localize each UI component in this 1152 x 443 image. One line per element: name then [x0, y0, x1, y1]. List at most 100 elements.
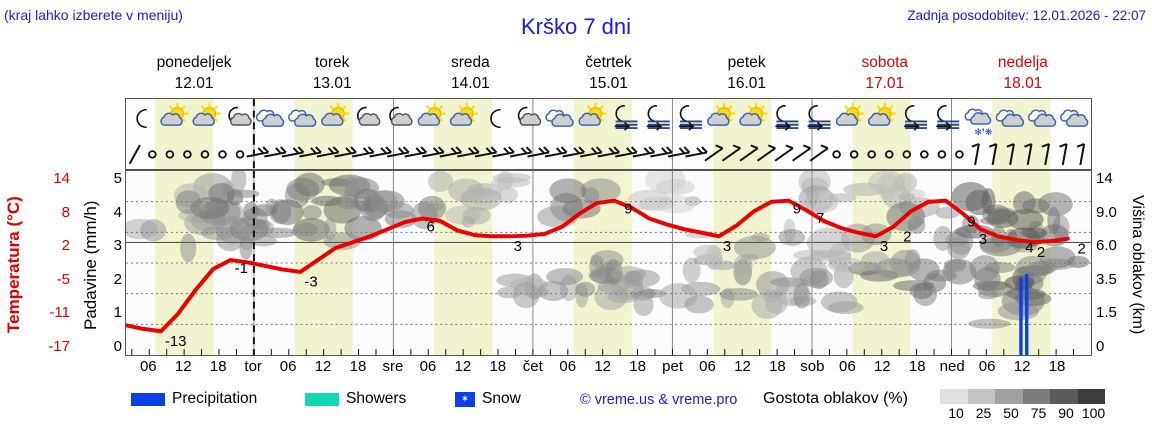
wind-shaft: [1079, 143, 1086, 166]
sun-ray: [438, 105, 443, 110]
sun-ray: [728, 117, 733, 122]
sun-ray: [728, 105, 733, 110]
wind-flag: [560, 146, 568, 154]
sun-ray: [856, 117, 862, 122]
cloud-blob: [140, 219, 167, 242]
wind-barb-icon: [474, 146, 498, 158]
temperature-label: 4: [1025, 241, 1033, 257]
cloud-icon: [707, 112, 730, 126]
cloud-icon: [358, 112, 381, 126]
wind-barb-icon: [579, 146, 603, 158]
cloud-blob: [1037, 192, 1073, 217]
wind-barb-icon: [721, 144, 741, 162]
wind-flag: [608, 147, 616, 155]
cloud-blob: [733, 254, 753, 277]
wind-barb-icon: [809, 144, 829, 162]
cloud-density-swatch: [995, 389, 1023, 404]
cloud-icon: [835, 112, 859, 126]
cloud-icon: [417, 112, 441, 126]
wind-barb-icon: [774, 144, 794, 162]
wind-flag: [450, 147, 458, 155]
wind-shaft: [974, 143, 980, 166]
sun-ray: [181, 105, 186, 110]
cloud-blob: [997, 302, 1040, 321]
cloud-blob: [969, 255, 1000, 282]
wind-shaft: [792, 147, 811, 162]
cloud-blob: [1021, 227, 1048, 239]
temperature-label: 9: [793, 202, 801, 218]
temperature-line: [126, 198, 1070, 334]
cloud-density-scale-labels: 10 25 50 75 90 100: [930, 405, 1115, 421]
weather-icon-cloud: [995, 109, 1025, 127]
day-date: 16.01: [727, 75, 767, 92]
day-date: 12.01: [174, 75, 214, 92]
day-header-ponedeljek: ponedeljek 12.01: [125, 52, 263, 96]
cloud-density-swatch: [967, 389, 995, 404]
wind-barb-icon: [386, 146, 410, 158]
wind-shaft: [128, 144, 141, 165]
cloud-blob: [933, 225, 953, 251]
wind-shaft: [299, 151, 322, 158]
sun-ray: [844, 105, 849, 110]
weather-icon-sun-cloud: [449, 102, 479, 126]
daylight-band: [713, 138, 772, 169]
wind-barb-icon: [597, 146, 621, 158]
forecast-plot: -13 -1 -3 6 3 9 3 9 3 9 2 7 2 3 4 2: [125, 170, 1092, 356]
cloud-icon: [293, 113, 317, 127]
cloud-blob: [321, 178, 352, 187]
cloud-icon: [1001, 113, 1025, 127]
x-tick-label: sob: [800, 358, 825, 375]
legend-label-showers: Showers: [346, 390, 407, 407]
wind-flag: [525, 146, 533, 154]
temperature-label: 7: [816, 211, 824, 227]
wind-shaft: [439, 151, 462, 158]
axis-tick: 5: [113, 170, 122, 187]
wind-flag: [1076, 143, 1085, 148]
cloud-height-axis-title: Višina oblakov (km): [1129, 195, 1146, 335]
wind-shaft: [562, 151, 585, 158]
cloud-icon: [739, 112, 762, 126]
cloud-blob: [655, 178, 696, 196]
temperature-label: -13: [165, 334, 187, 350]
wind-barb-icon: [988, 143, 998, 166]
wind-barb-icon: [792, 144, 811, 162]
x-tick-label: 18: [1048, 358, 1066, 375]
wind-arrow: [775, 121, 792, 131]
moon-icon: [937, 105, 947, 123]
wind-flag: [1024, 143, 1032, 148]
wind-flag: [310, 147, 317, 155]
day-header-četrtek: četrtek 15.01: [539, 52, 677, 96]
wind-shaft: [386, 151, 409, 158]
cloud-blob: [750, 232, 770, 242]
weather-icon-cloud-snow: ✻❜❋: [964, 108, 993, 137]
wind-flag: [971, 143, 980, 148]
day-date: 13.01: [312, 75, 352, 92]
wind-shaft: [1026, 143, 1033, 166]
wind-barb-icon: [615, 146, 638, 158]
cloud-density-swatch: [1022, 389, 1050, 404]
cloud-icon: [970, 112, 992, 125]
wind-calm-icon: [849, 150, 859, 159]
wind-barb-icon: [1006, 143, 1015, 166]
moon-icon: [679, 105, 690, 123]
weather-icon-moon-fog: [646, 105, 670, 131]
wind-barb-icon: [281, 146, 305, 158]
wind-barb-icon: [544, 146, 568, 158]
axis-tick: 3.5: [1096, 270, 1117, 288]
wind-arrow: [807, 121, 824, 131]
weather-icon-cloud: [288, 109, 317, 127]
weather-icon-moon-fog: [936, 105, 960, 131]
x-tick-label: 18: [769, 358, 786, 375]
wind-flag: [327, 147, 335, 155]
wind-flag: [767, 144, 776, 150]
legend-label-snow: Snow: [482, 390, 521, 407]
cloud-blob: [294, 172, 325, 197]
axis-tick: 0: [1096, 338, 1105, 355]
wind-flag: [508, 146, 515, 154]
wind-shaft: [544, 151, 567, 158]
wind-calm-icon: [867, 150, 876, 159]
cloud-blob: [684, 295, 714, 314]
day-name: torek: [314, 54, 350, 71]
wind-flag: [362, 147, 370, 155]
copyright-link[interactable]: © vreme.us & vreme.pro: [580, 392, 738, 408]
